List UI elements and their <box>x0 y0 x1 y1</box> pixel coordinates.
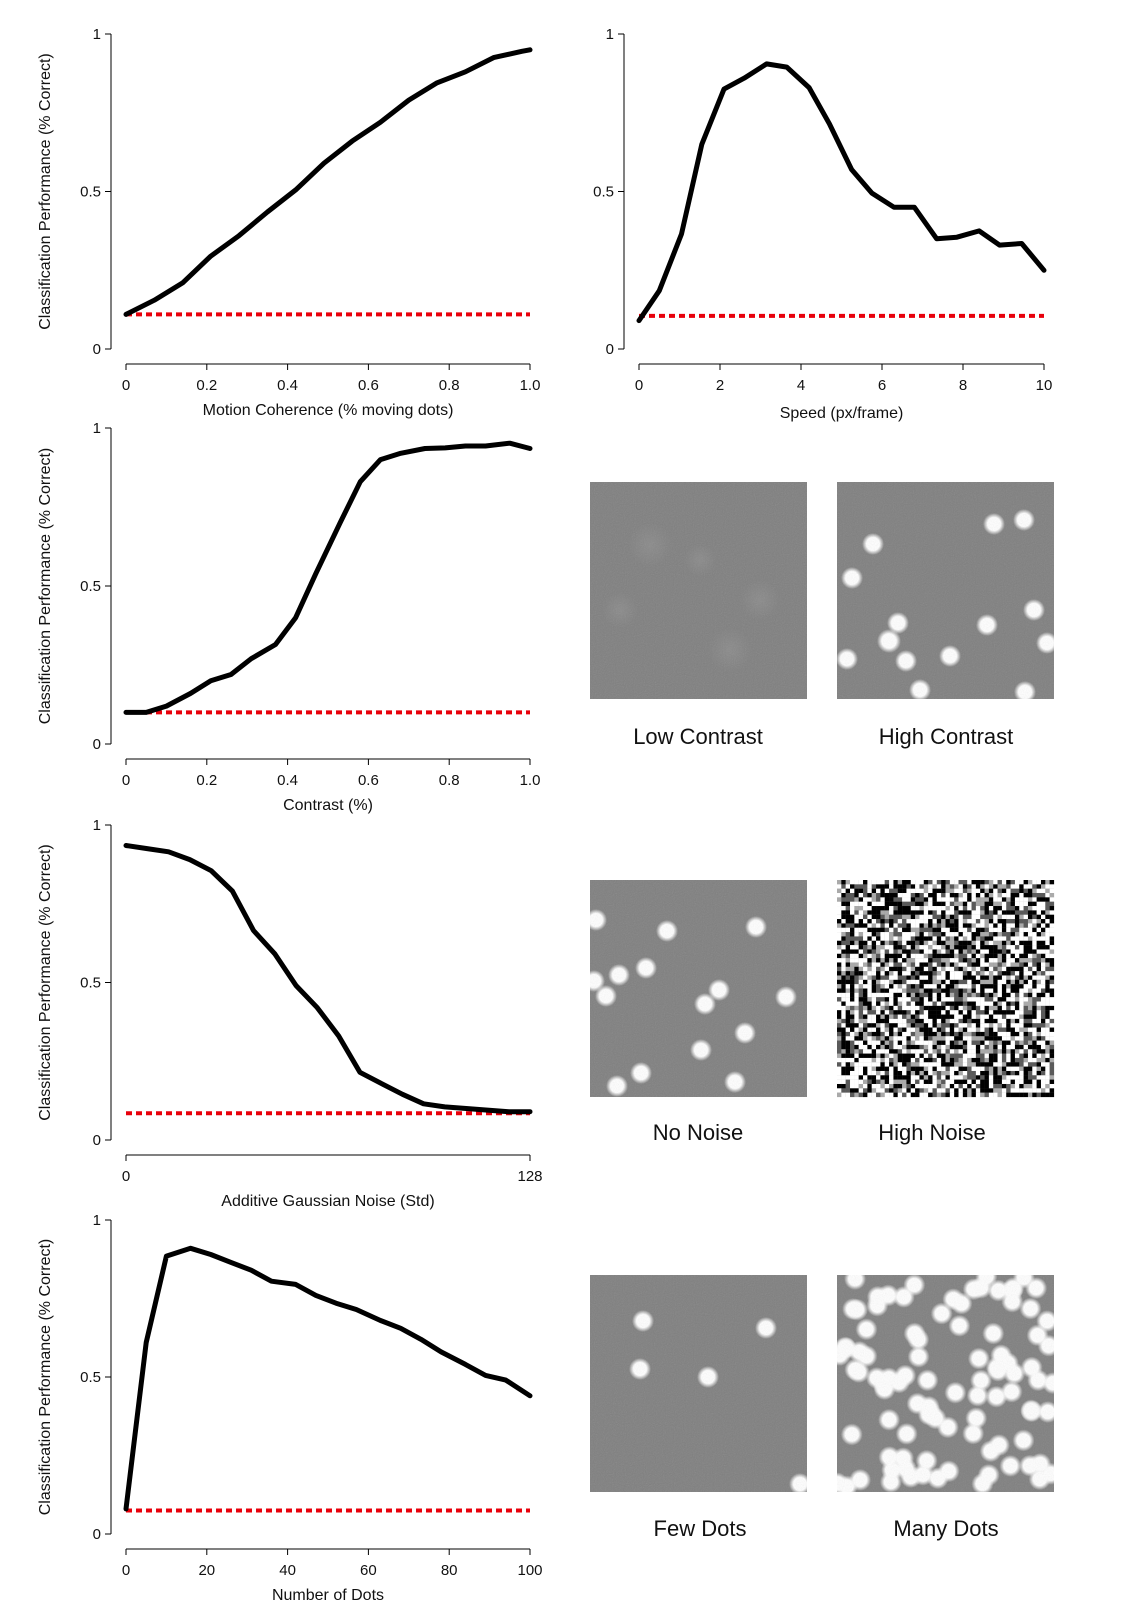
performance-curve <box>123 440 533 715</box>
x-tick-label: 80 <box>441 1562 458 1579</box>
y-axis-label: Classification Performance (% Correct) <box>37 53 54 330</box>
caption-high-noise: High Noise <box>878 1120 986 1145</box>
x-axis-label: Number of Dots <box>272 1587 384 1604</box>
caption-many-dots: Many Dots <box>893 1516 998 1541</box>
x-tick-label: 4 <box>797 377 805 394</box>
thumbnail-low-contrast <box>590 482 807 699</box>
thumbnail-many-dots <box>826 1265 1064 1498</box>
x-tick-label: 60 <box>360 1562 377 1579</box>
y-tick-label: 0 <box>606 341 614 358</box>
caption-high-contrast: High Contrast <box>879 724 1014 749</box>
x-axis-label: Speed (px/frame) <box>780 405 904 422</box>
x-tick-label: 0 <box>122 772 130 789</box>
x-tick-label: 0.4 <box>277 377 298 394</box>
x-tick-label: 1.0 <box>520 772 541 789</box>
performance-curve <box>123 1245 533 1512</box>
y-tick-label: 0.5 <box>593 184 614 201</box>
y-tick-label: 1 <box>606 26 614 43</box>
y-tick-label: 0 <box>93 1132 101 1149</box>
x-tick-label: 0 <box>122 1168 130 1185</box>
x-tick-label: 0.6 <box>358 772 379 789</box>
caption-low-contrast: Low Contrast <box>633 724 763 749</box>
y-tick-label: 0 <box>93 341 101 358</box>
performance-curve <box>636 61 1047 324</box>
y-tick-label: 0.5 <box>80 975 101 992</box>
y-tick-label: 0.5 <box>80 578 101 595</box>
y-tick-label: 1 <box>93 1212 101 1229</box>
y-tick-label: 1 <box>93 420 101 437</box>
x-tick-label: 1.0 <box>520 377 541 394</box>
performance-curve <box>123 47 533 317</box>
x-tick-label: 0 <box>122 1562 130 1579</box>
y-axis-label: Classification Performance (% Correct) <box>37 448 54 725</box>
y-tick-label: 0.5 <box>80 184 101 201</box>
thumbnail-high-noise <box>837 880 1055 1098</box>
x-tick-label: 128 <box>517 1168 542 1185</box>
y-tick-label: 0.5 <box>80 1369 101 1386</box>
x-axis-label: Contrast (%) <box>283 797 373 814</box>
x-tick-label: 0.2 <box>196 772 217 789</box>
x-tick-label: 0.2 <box>196 377 217 394</box>
x-axis-label: Motion Coherence (% moving dots) <box>203 402 454 419</box>
thumbnail-few-dots <box>590 1275 811 1495</box>
x-tick-label: 0 <box>635 377 643 394</box>
x-tick-label: 0.4 <box>277 772 298 789</box>
thumbnail-high-contrast <box>836 482 1058 703</box>
x-tick-label: 40 <box>279 1562 296 1579</box>
x-tick-label: 0.6 <box>358 377 379 394</box>
x-tick-label: 0 <box>122 377 130 394</box>
y-tick-label: 1 <box>93 817 101 834</box>
y-axis-label: Classification Performance (% Correct) <box>37 844 54 1121</box>
x-tick-label: 20 <box>198 1562 215 1579</box>
x-tick-label: 2 <box>716 377 724 394</box>
x-tick-label: 100 <box>517 1562 542 1579</box>
y-tick-label: 0 <box>93 1526 101 1543</box>
x-tick-label: 10 <box>1036 377 1053 394</box>
x-tick-label: 0.8 <box>439 377 460 394</box>
caption-few-dots: Few Dots <box>654 1516 747 1541</box>
chart-panel-1: 0 0.5 1 0 0.2 0.4 0.6 0.8 1.0 Motion Coherence (%… <box>37 26 540 419</box>
performance-curve <box>123 843 533 1115</box>
chart-panel-3: 0 0.5 1 0 0.2 0.4 0.6 0.8 1.0 Contrast (%) Classif… <box>37 420 540 814</box>
x-tick-label: 6 <box>878 377 886 394</box>
thumbnail-no-noise <box>583 880 807 1097</box>
x-tick-label: 8 <box>959 377 967 394</box>
y-axis-label: Classification Performance (% Correct) <box>37 1239 54 1516</box>
x-axis-label: Additive Gaussian Noise (Std) <box>221 1193 434 1210</box>
x-tick-label: 0.8 <box>439 772 460 789</box>
chart-panel-4: 0 0.5 1 0 128 Additive Gaussian Noise (Std) Cl… <box>37 817 543 1210</box>
chart-panel-5: 0 0.5 1 0 20 40 60 80 100 Number of Dots Classific… <box>37 1212 543 1604</box>
y-tick-label: 1 <box>93 26 101 43</box>
y-tick-label: 0 <box>93 736 101 753</box>
caption-no-noise: No Noise <box>653 1120 743 1145</box>
